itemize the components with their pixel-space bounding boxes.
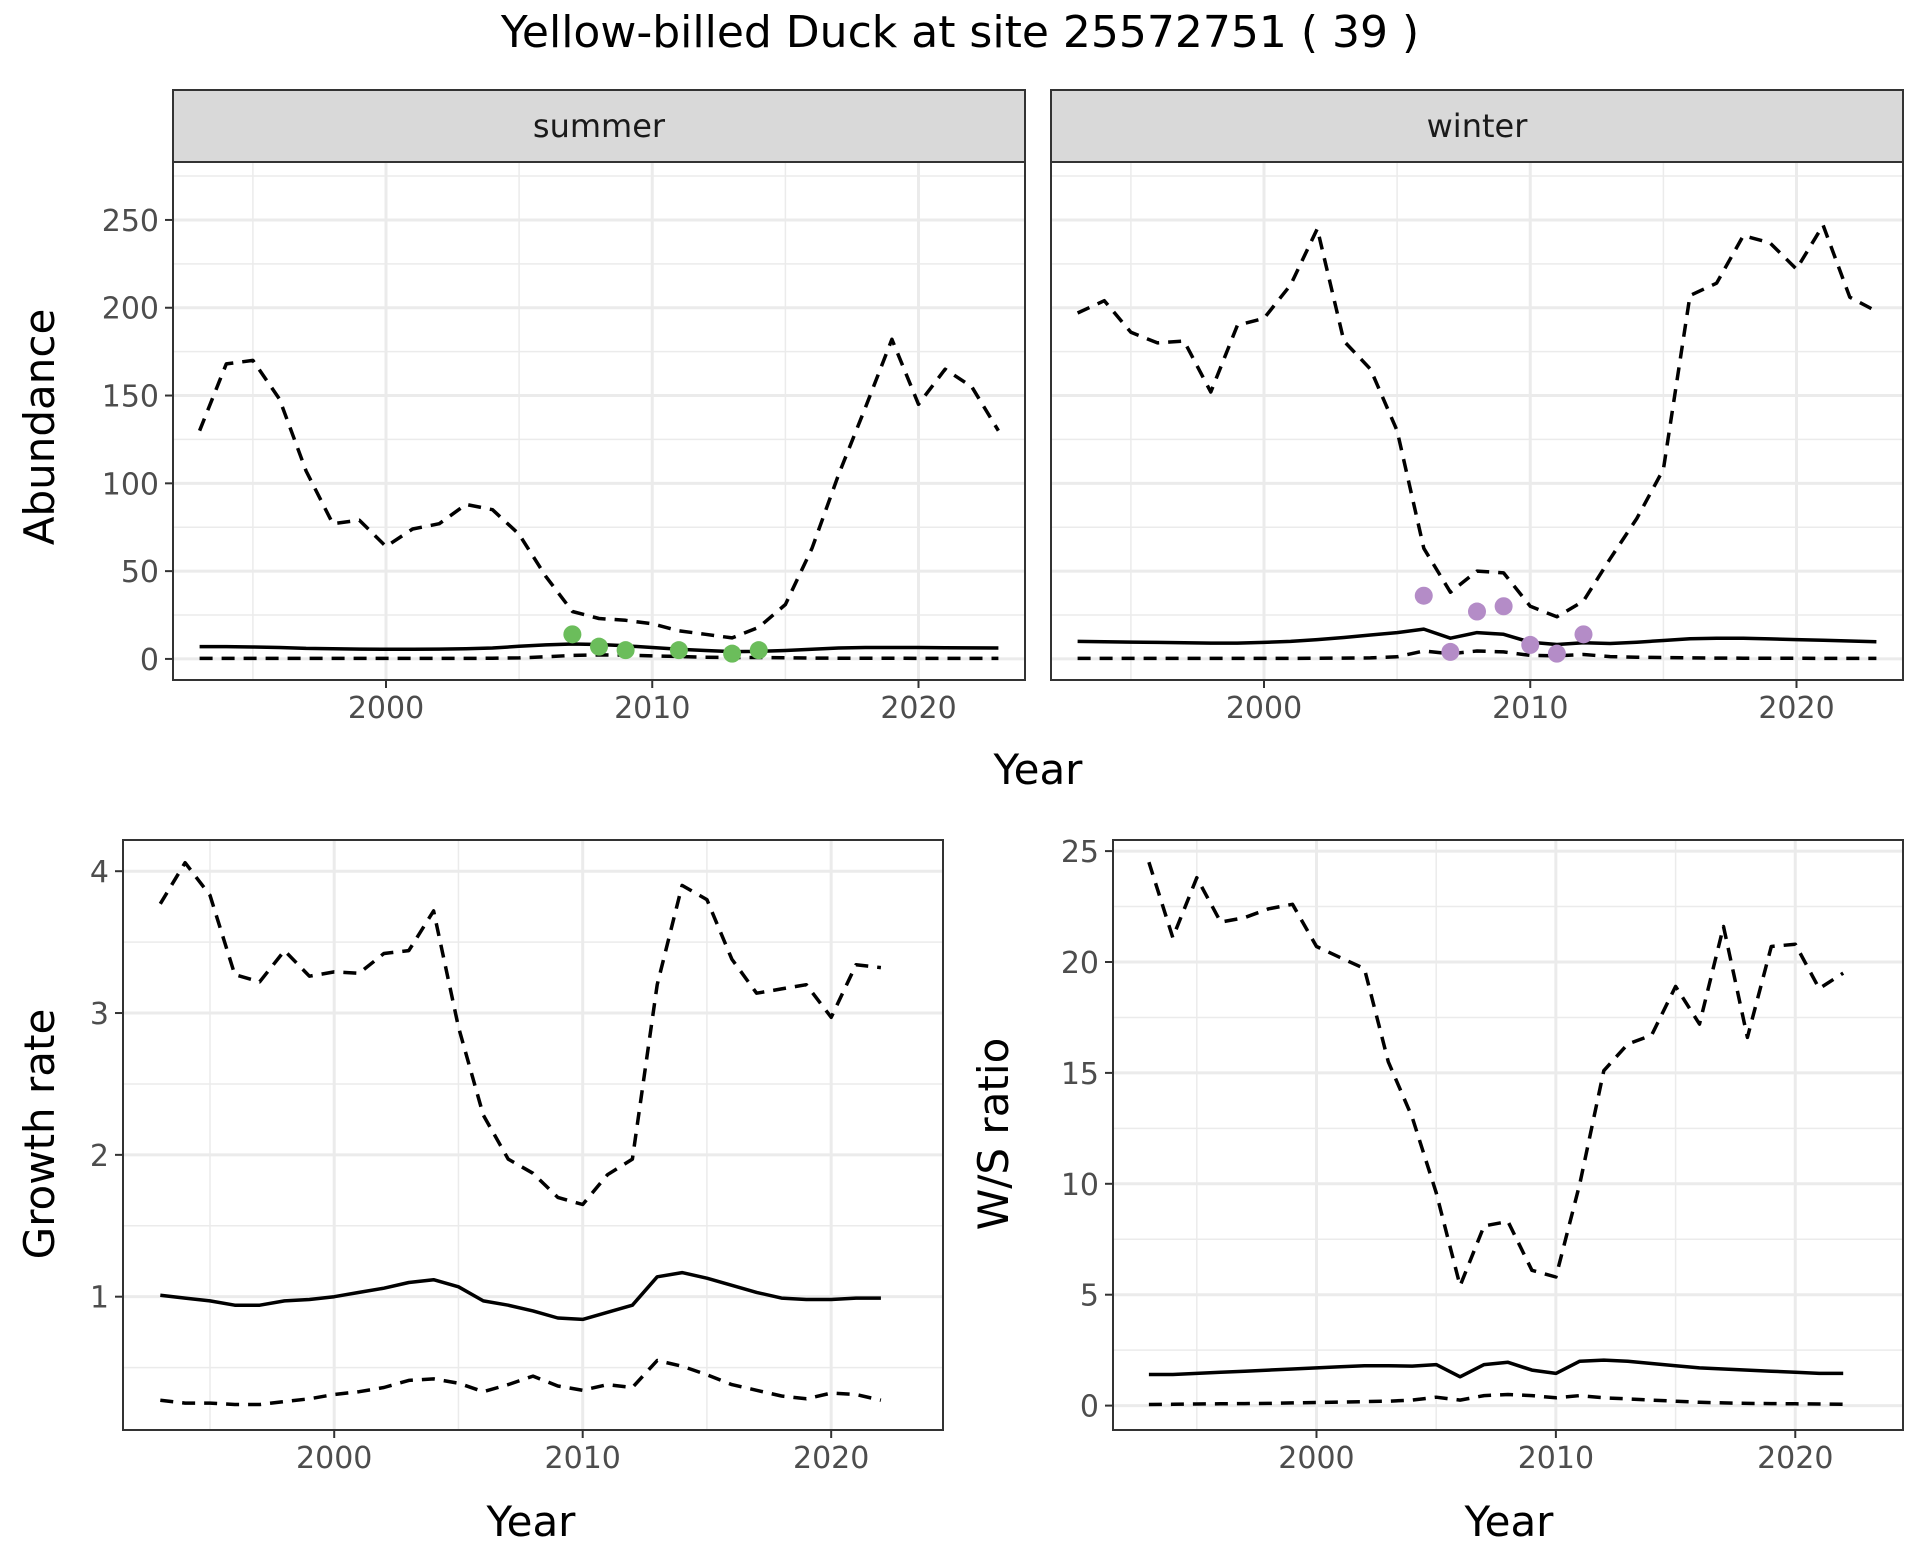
winter-strip-label: winter xyxy=(1427,107,1529,145)
summer-y-tick-label: 50 xyxy=(121,555,159,590)
abundance-y-axis-title: Abundance xyxy=(15,309,64,546)
summer-y-tick-label: 100 xyxy=(102,467,159,502)
summer-observation-point xyxy=(723,644,742,663)
winter-strip xyxy=(1050,89,1904,163)
summer-y-tick-label: 200 xyxy=(102,292,159,327)
ratio-y-tick-label: 20 xyxy=(1061,946,1099,981)
growth-x-axis-title: Year xyxy=(486,1497,577,1546)
ratio-plot-area: 2000 2010 2020 0 5 10 15 20 25 xyxy=(1061,835,1904,1476)
summer-observation-point xyxy=(563,625,582,644)
ratio-panel: 2000 2010 2020 0 5 10 15 20 25 xyxy=(1061,835,1904,1476)
ratio-x-tick-label: 2010 xyxy=(1518,1441,1594,1476)
growth-x-tick-label: 2010 xyxy=(545,1441,621,1476)
ratio-y-tick-label: 15 xyxy=(1061,1057,1099,1092)
summer-panel: summer 2000 2010 2020 0 50 100 150 200 250 xyxy=(102,89,1026,726)
winter-observation-point xyxy=(1521,635,1540,654)
summer-observation-point xyxy=(616,641,635,660)
chart-title: Yellow-billed Duck at site 25572751 ( 39… xyxy=(500,7,1419,58)
ratio-y-axis-title: W/S ratio xyxy=(969,1038,1018,1231)
growth-series-line-2-dashed xyxy=(158,860,882,1207)
summer-strip-label: summer xyxy=(533,107,666,145)
winter-observation-point xyxy=(1468,602,1486,621)
growth-series-line-3-dashed xyxy=(160,1358,882,1407)
winter-x-tick-label: 2000 xyxy=(1226,691,1302,726)
summer-y-tick-label: 0 xyxy=(140,643,159,678)
summer-x-tick-label: 2000 xyxy=(348,691,424,726)
winter-observation-point xyxy=(1441,642,1460,661)
ratio-panel-border xyxy=(1112,839,1904,1431)
winter-observation-point xyxy=(1414,586,1433,605)
growth-plot-area: 2000 2010 2020 1 2 3 4 xyxy=(90,839,944,1476)
summer-series-line-2-dashed xyxy=(197,337,1000,640)
growth-y-tick-label: 4 xyxy=(90,855,109,890)
summer-panel-border xyxy=(172,161,1026,681)
growth-x-tick-label: 2000 xyxy=(296,1441,372,1476)
winter-panel: winter 2000 2010 2020 xyxy=(1050,89,1904,726)
winter-x-tick-label: 2010 xyxy=(1492,691,1568,726)
growth-x-tick-label: 2020 xyxy=(793,1441,869,1476)
summer-plot-area: 2000 2010 2020 0 50 100 150 200 250 xyxy=(102,161,1026,726)
summer-observation-point xyxy=(749,641,768,660)
winter-series-line-3-dashed xyxy=(1077,649,1877,661)
winter-observation-point xyxy=(1494,597,1513,616)
summer-observation-point xyxy=(590,637,608,656)
winter-plot-area: 2000 2010 2020 xyxy=(1050,161,1904,726)
winter-x-tick-label: 2020 xyxy=(1758,691,1834,726)
summer-x-tick-label: 2010 xyxy=(614,691,690,726)
ratio-series-line-3-dashed xyxy=(1148,1392,1844,1407)
summer-x-tick-label: 2020 xyxy=(880,691,956,726)
winter-panel-border xyxy=(1050,161,1904,681)
growth-series-line-1-solid xyxy=(160,1270,881,1322)
ratio-y-tick-label: 5 xyxy=(1080,1279,1099,1314)
growth-panel-border xyxy=(122,839,944,1431)
top-x-axis-title: Year xyxy=(993,745,1084,794)
growth-y-axis-title: Growth rate xyxy=(15,1009,64,1260)
winter-series-line-1-solid xyxy=(1077,627,1877,647)
growth-y-tick-label: 3 xyxy=(90,997,109,1032)
winter-series-line-2-dashed xyxy=(1076,223,1878,619)
summer-y-tick-label: 250 xyxy=(102,204,159,239)
winter-observation-point xyxy=(1574,625,1593,644)
ratio-x-tick-label: 2000 xyxy=(1278,1441,1354,1476)
summer-strip xyxy=(172,89,1026,163)
ratio-y-tick-label: 25 xyxy=(1061,835,1099,870)
ratio-series-line-2-dashed xyxy=(1147,861,1845,1288)
ratio-x-axis-title: Year xyxy=(1464,1497,1555,1546)
summer-observation-point xyxy=(669,641,688,660)
growth-y-tick-label: 2 xyxy=(90,1139,109,1174)
growth-panel: 2000 2010 2020 1 2 3 4 xyxy=(90,839,944,1476)
winter-observation-point xyxy=(1547,644,1566,663)
ratio-y-tick-label: 0 xyxy=(1080,1390,1099,1425)
ratio-y-tick-label: 10 xyxy=(1061,1168,1099,1203)
summer-y-tick-label: 150 xyxy=(102,380,159,415)
ratio-series-line-1-solid xyxy=(1148,1358,1844,1379)
ratio-x-tick-label: 2020 xyxy=(1757,1441,1833,1476)
growth-y-tick-label: 1 xyxy=(90,1281,109,1316)
